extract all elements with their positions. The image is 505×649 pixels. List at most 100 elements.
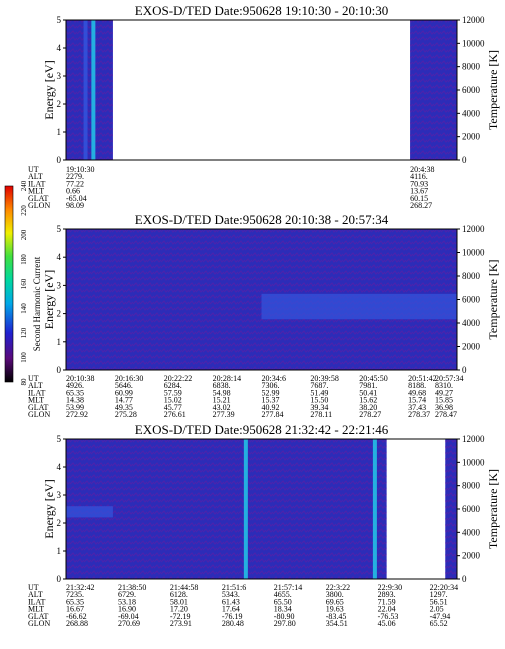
orbit-value: 65.52 xyxy=(430,619,448,628)
y-tick-label: 1 xyxy=(57,337,62,347)
orbit-value: 52.99 xyxy=(262,388,280,397)
orbit-value: -69.04 xyxy=(118,612,139,621)
orbit-value: 22.04 xyxy=(378,605,396,614)
y-tick-label: 2 xyxy=(57,99,62,109)
orbit-value: -76.53 xyxy=(378,612,399,621)
spectrogram-texture xyxy=(410,20,457,160)
colorbar-tick-label: 80 xyxy=(20,378,28,386)
orbit-value: 16.67 xyxy=(66,605,84,614)
orbit-value: 278.27 xyxy=(359,410,381,419)
colorbar-tick-label: 100 xyxy=(20,352,28,363)
orbit-value: 54.98 xyxy=(213,388,231,397)
orbit-value: 16.90 xyxy=(118,605,136,614)
orbit-value: 5646. xyxy=(115,381,133,390)
orbit-value: 6128. xyxy=(170,590,188,599)
orbit-value: 38.20 xyxy=(359,403,377,412)
orbit-row-label: GLAT xyxy=(28,194,49,203)
orbit-row-label: ILAT xyxy=(28,597,45,606)
orbit-row-label: GLAT xyxy=(28,612,49,621)
spectrogram-vertical-line xyxy=(243,439,248,579)
orbit-value: 50.41 xyxy=(359,388,377,397)
orbit-value: 275.28 xyxy=(115,410,137,419)
orbit-row-label: ALT xyxy=(28,381,43,390)
orbit-value: 21:32:42 xyxy=(66,583,94,592)
orbit-value: 7306. xyxy=(262,381,280,390)
orbit-value: 7687. xyxy=(310,381,328,390)
y2-axis-label: Temperature [K] xyxy=(486,50,500,130)
colorbar-tick-label: 180 xyxy=(20,254,28,265)
orbit-value: -80.90 xyxy=(274,612,295,621)
y-axis-label: Energy [eV] xyxy=(42,479,56,538)
y2-axis-label: Temperature [K] xyxy=(486,259,500,339)
orbit-row-label: MLT xyxy=(28,605,44,614)
colorbar-tick-label: 120 xyxy=(20,327,28,338)
orbit-value: 8310. xyxy=(435,381,453,390)
colorbar-tick-label: 160 xyxy=(20,278,28,289)
orbit-value: 3800. xyxy=(326,590,344,599)
orbit-value: 98.09 xyxy=(66,201,84,210)
spectrogram-energy-band xyxy=(261,293,457,320)
y2-tick-label: 4000 xyxy=(462,318,481,328)
orbit-value: 77.22 xyxy=(66,179,84,188)
colorbar-tick-label: 200 xyxy=(20,229,28,240)
orbit-value: 19.63 xyxy=(326,605,344,614)
orbit-value: 60.99 xyxy=(115,388,133,397)
orbit-value: 277.84 xyxy=(262,410,284,419)
orbit-value: 4655. xyxy=(274,590,292,599)
spectrogram-vertical-line xyxy=(91,20,96,160)
orbit-value: 8188. xyxy=(408,381,426,390)
spectrogram-vertical-line xyxy=(372,439,377,579)
spectrogram-texture xyxy=(66,439,387,579)
orbit-value: 278.47 xyxy=(435,410,457,419)
y-tick-label: 3 xyxy=(57,490,62,500)
y2-tick-label: 4000 xyxy=(462,527,481,537)
orbit-value: 45.77 xyxy=(164,403,182,412)
orbit-value: 22:3:22 xyxy=(326,583,350,592)
orbit-value: 20:4:38 xyxy=(410,165,434,174)
orbit-value: 53.18 xyxy=(118,597,136,606)
orbit-value: 65.50 xyxy=(274,597,292,606)
orbit-row-label: GLON xyxy=(28,201,50,210)
y2-tick-label: 8000 xyxy=(462,481,481,491)
orbit-row-label: UT xyxy=(28,374,39,383)
orbit-value: 18.34 xyxy=(274,605,292,614)
orbit-value: 1297. xyxy=(430,590,448,599)
orbit-value: -76.19 xyxy=(222,612,243,621)
orbit-value: 278.11 xyxy=(310,410,332,419)
y-tick-label: 4 xyxy=(57,462,62,472)
orbit-row-label: ILAT xyxy=(28,179,45,188)
orbit-value: 268.27 xyxy=(410,201,432,210)
orbit-value: 17.64 xyxy=(222,605,240,614)
orbit-value: 53.99 xyxy=(66,403,84,412)
y2-tick-label: 12000 xyxy=(462,434,485,444)
colorbar-tick-label: 220 xyxy=(20,205,28,216)
y2-tick-label: 2000 xyxy=(462,342,481,352)
orbit-value: 22:9:30 xyxy=(378,583,402,592)
y2-tick-label: 0 xyxy=(462,574,467,584)
orbit-value: 15.85 xyxy=(435,396,453,405)
orbit-value: 43.02 xyxy=(213,403,231,412)
orbit-value: 58.01 xyxy=(170,597,188,606)
y-tick-label: 0 xyxy=(57,155,62,165)
y2-tick-label: 2000 xyxy=(462,551,481,561)
orbit-value: 20:51:42 xyxy=(408,374,436,383)
y-tick-label: 3 xyxy=(57,280,62,290)
orbit-value: 65.35 xyxy=(66,597,84,606)
colorbar-label: Second Harmonic Current xyxy=(32,256,42,351)
orbit-value: 354.51 xyxy=(326,619,348,628)
orbit-row-label: UT xyxy=(28,165,39,174)
y2-tick-label: 6000 xyxy=(462,85,481,95)
orbit-value: 4926. xyxy=(66,381,84,390)
y2-tick-label: 6000 xyxy=(462,504,481,514)
orbit-row-label: UT xyxy=(28,583,39,592)
orbit-value: 6729. xyxy=(118,590,136,599)
orbit-value: 40.92 xyxy=(262,403,280,412)
orbit-row-label: ALT xyxy=(28,172,43,181)
orbit-value: 6838. xyxy=(213,381,231,390)
y2-tick-label: 8000 xyxy=(462,62,481,72)
panel-title: EXOS-D/TED Date:950628 21:32:42 - 22:21:… xyxy=(135,422,389,437)
orbit-value: 20:28:14 xyxy=(213,374,241,383)
orbit-value: 39.34 xyxy=(310,403,328,412)
orbit-value: 37.43 xyxy=(408,403,426,412)
